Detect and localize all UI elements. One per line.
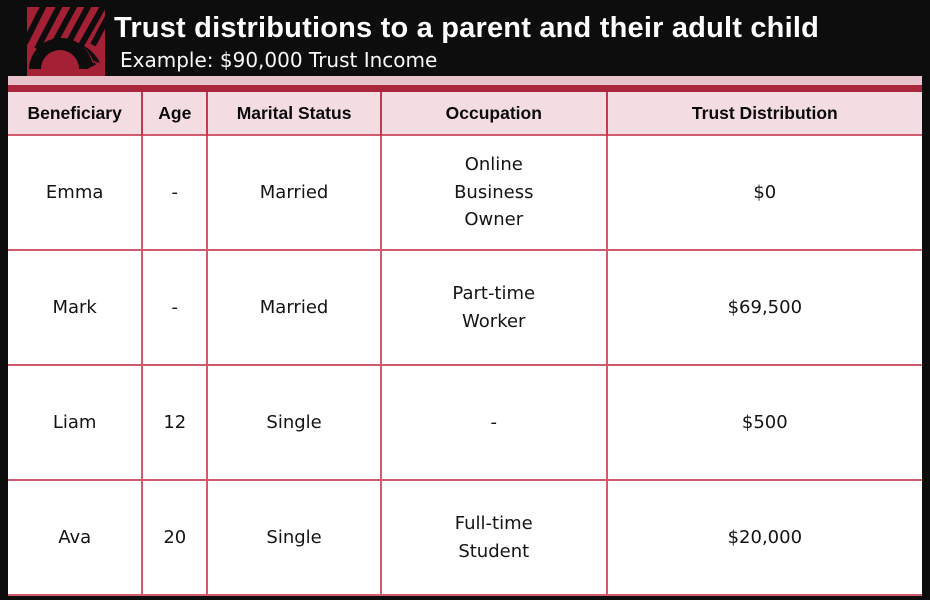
cell-beneficiary: Ava — [8, 479, 143, 595]
cell-marital-status: Single — [206, 479, 381, 595]
table-header: Beneficiary Age Marital Status Occupatio… — [8, 92, 922, 135]
col-header-age: Age — [141, 92, 208, 135]
cell-occupation: Full-time Student — [379, 479, 607, 595]
table-row-emma: Emma - Married Online Business Owner $0 — [8, 134, 922, 250]
table-row-mark: Mark - Married Part-time Worker $69,500 — [8, 249, 922, 365]
page-title: Trust distributions to a parent and thei… — [114, 12, 820, 45]
cell-marital-status: Married — [206, 134, 381, 250]
table-row-liam: Liam 12 Single - $500 — [8, 364, 922, 480]
cell-trust-distribution: $500 — [605, 364, 922, 480]
title-block: Trust distributions to a parent and thei… — [114, 12, 820, 72]
table-header-row: Beneficiary Age Marital Status Occupatio… — [8, 92, 922, 135]
cell-age: 20 — [141, 479, 208, 595]
col-header-beneficiary: Beneficiary — [8, 92, 143, 135]
cell-trust-distribution: $0 — [605, 134, 922, 250]
table-body: Emma - Married Online Business Owner $0 … — [8, 134, 922, 595]
cell-beneficiary: Mark — [8, 249, 143, 365]
table-row-ava: Ava 20 Single Full-time Student $20,000 — [8, 479, 922, 595]
cell-occupation: Online Business Owner — [379, 134, 607, 250]
cell-trust-distribution: $69,500 — [605, 249, 922, 365]
cell-age: 12 — [141, 364, 208, 480]
table-container: Beneficiary Age Marital Status Occupatio… — [8, 85, 922, 596]
cell-age: - — [141, 134, 208, 250]
cell-beneficiary: Liam — [8, 364, 143, 480]
sunrise-arch-logo-icon — [27, 6, 105, 81]
col-header-marital-status: Marital Status — [206, 92, 381, 135]
trust-distribution-table: Beneficiary Age Marital Status Occupatio… — [8, 92, 922, 596]
col-header-trust-distribution: Trust Distribution — [605, 92, 922, 135]
cell-beneficiary: Emma — [8, 134, 143, 250]
cell-occupation: - — [379, 364, 607, 480]
cell-marital-status: Married — [206, 249, 381, 365]
header-band: Trust distributions to a parent and thei… — [0, 0, 930, 85]
cell-marital-status: Single — [206, 364, 381, 480]
page-subtitle: Example: $90,000 Trust Income — [120, 47, 438, 72]
cell-age: - — [141, 249, 208, 365]
cell-occupation: Part-time Worker — [379, 249, 607, 365]
cell-trust-distribution: $20,000 — [605, 479, 922, 595]
col-header-occupation: Occupation — [379, 92, 607, 135]
